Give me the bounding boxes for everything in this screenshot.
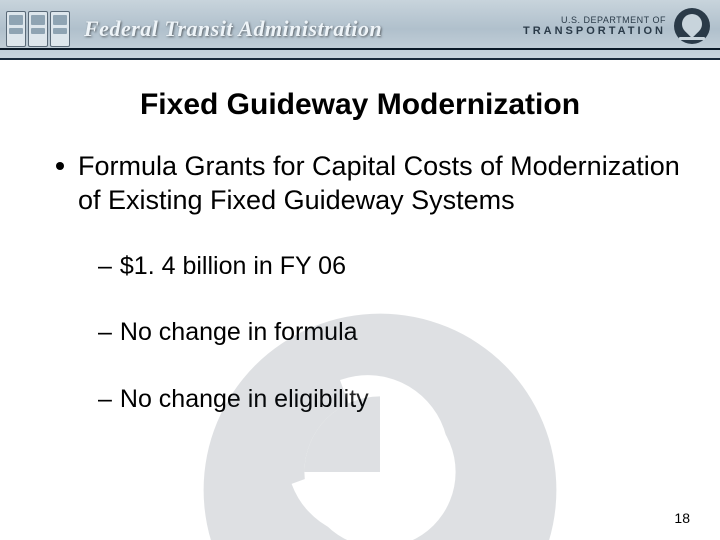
- bullet-dash-icon: –: [98, 383, 112, 416]
- bullet-level2: – No change in formula: [98, 316, 680, 349]
- slide-body: Fixed Guideway Modernization Formula Gra…: [0, 60, 720, 540]
- slide-header: Federal Transit Administration U.S. DEPA…: [0, 0, 720, 60]
- transit-vehicle-icons: [6, 11, 70, 47]
- bullet-dash-icon: –: [98, 250, 112, 283]
- usdot-logo-icon: [674, 8, 710, 44]
- page-number: 18: [674, 510, 690, 526]
- usdot-line1: U.S. DEPARTMENT OF: [523, 15, 666, 25]
- bullet-level2: – $1. 4 billion in FY 06: [98, 250, 680, 283]
- usdot-text: U.S. DEPARTMENT OF TRANSPORTATION: [523, 15, 666, 37]
- bullet-level2-text: No change in formula: [120, 316, 358, 349]
- bullet-level2-text: $1. 4 billion in FY 06: [120, 250, 346, 283]
- bullet-level1-text: Formula Grants for Capital Costs of Mode…: [78, 150, 680, 218]
- bullet-level2-text: No change in eligibility: [120, 383, 369, 416]
- header-divider: [0, 48, 720, 50]
- bus-icon: [50, 11, 70, 47]
- agency-title: Federal Transit Administration: [84, 16, 382, 42]
- bullet-level1: Formula Grants for Capital Costs of Mode…: [56, 150, 680, 218]
- bullet-dot-icon: [56, 162, 64, 170]
- slide-title: Fixed Guideway Modernization: [40, 88, 680, 122]
- bullet-dash-icon: –: [98, 316, 112, 349]
- usdot-block: U.S. DEPARTMENT OF TRANSPORTATION: [523, 8, 710, 44]
- bullet-level2: – No change in eligibility: [98, 383, 680, 416]
- usdot-line2: TRANSPORTATION: [523, 25, 666, 37]
- lightrail-icon: [28, 11, 48, 47]
- streetcar-icon: [6, 11, 26, 47]
